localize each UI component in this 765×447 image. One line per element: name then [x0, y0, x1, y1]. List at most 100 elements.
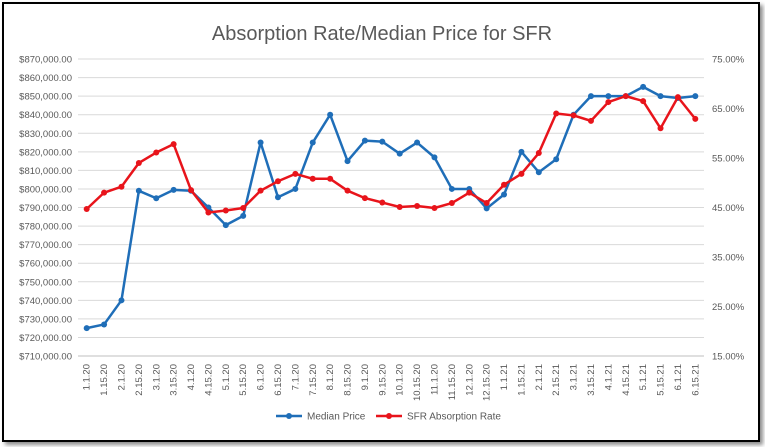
median-price-point: [327, 111, 334, 118]
y-left-tick-label: $870,000.00: [19, 55, 72, 66]
median-price-legend-marker: [286, 413, 292, 419]
sfr-absorption-rate-point: [553, 110, 560, 117]
x-tick-label: 1.1.21: [499, 364, 510, 390]
sfr-absorption-rate-point: [153, 149, 160, 156]
median-price-point: [222, 222, 229, 229]
x-tick-label: 2.15.21: [551, 364, 562, 396]
y-left-tick-label: $800,000.00: [19, 184, 72, 195]
sfr-absorption-rate-point: [292, 170, 299, 177]
y-right-tick-label: 55.00%: [712, 154, 745, 165]
x-tick-label: 2.1.20: [116, 364, 127, 390]
median-price-point: [83, 325, 90, 332]
median-price-point: [101, 321, 108, 328]
sfr-absorption-rate-point: [257, 187, 264, 194]
x-axis: 1.1.20 1.15.20 2.1.20 2.15.20 3.1.20 3.15.20 4…: [78, 355, 704, 401]
sfr-absorption-rate-point: [83, 205, 90, 212]
median-price-point: [640, 83, 647, 90]
x-tick-label: 4.15.20: [203, 364, 214, 396]
x-tick-label: 3.15.21: [586, 364, 597, 396]
median-price-point: [118, 297, 125, 304]
x-tick-label: 2.15.20: [134, 364, 145, 396]
sfr-absorption-rate-line: [85, 94, 697, 214]
median-price-point: [240, 212, 247, 219]
y-left-tick-label: $850,000.00: [19, 92, 72, 103]
x-tick-label: 5.15.20: [238, 364, 249, 396]
y-axis-right: 15.00% 25.00% 35.00% 45.00% 55.00% 65.00% 75.0…: [712, 55, 745, 363]
x-tick-label: 11.15.20: [447, 364, 458, 400]
median-price-point: [344, 158, 351, 165]
median-price-point: [587, 93, 594, 100]
y-right-tick-label: 75.00%: [712, 55, 745, 66]
y-left-tick-label: $820,000.00: [19, 147, 72, 158]
legend: Median Price SFR Absorption Rate: [276, 412, 501, 423]
x-tick-label: 6.15.20: [273, 364, 284, 396]
x-tick-label: 7.1.20: [290, 364, 301, 390]
median-price-point: [153, 195, 160, 202]
x-tick-label: 12.1.20: [464, 364, 475, 396]
chart-title: Absorption Rate/Median Price for SFR: [212, 23, 552, 45]
sfr-absorption-rate-point: [466, 189, 473, 196]
x-tick-label: 4.1.20: [186, 364, 197, 390]
sfr-absorption-rate-point: [570, 112, 577, 119]
sfr-absorption-rate-legend-label: SFR Absorption Rate: [407, 412, 501, 423]
x-tick-label: 5.15.21: [656, 364, 667, 396]
y-left-tick-label: $750,000.00: [19, 277, 72, 288]
median-price-point: [535, 169, 542, 176]
sfr-absorption-rate-point: [188, 187, 195, 194]
sfr-absorption-rate-point: [535, 150, 542, 157]
chart-frame: Absorption Rate/Median Price for SFR $71…: [2, 2, 760, 442]
sfr-absorption-rate-point: [118, 183, 125, 190]
x-tick-label: 3.1.20: [151, 364, 162, 390]
y-right-tick-label: 25.00%: [712, 302, 745, 313]
x-tick-label: 6.1.20: [256, 364, 267, 390]
y-left-tick-label: $740,000.00: [19, 296, 72, 307]
sfr-absorption-rate-point: [274, 178, 281, 185]
median-price-point: [605, 93, 612, 100]
sfr-absorption-rate-point: [344, 187, 351, 194]
median-price-legend-label: Median Price: [307, 412, 366, 423]
y-left-tick-label: $760,000.00: [19, 259, 72, 270]
x-tick-label: 9.15.20: [377, 364, 388, 396]
y-right-tick-label: 45.00%: [712, 203, 745, 214]
median-price-point: [518, 148, 525, 155]
x-tick-label: 9.1.20: [360, 364, 371, 390]
median-price-point: [170, 186, 177, 193]
median-price-point: [309, 139, 316, 146]
median-price-point: [501, 191, 508, 198]
sfr-absorption-rate-point: [622, 93, 629, 100]
median-price-point: [657, 93, 664, 100]
sfr-absorption-rate-point: [431, 204, 438, 211]
sfr-absorption-rate-point: [414, 203, 421, 210]
x-tick-label: 4.1.21: [603, 364, 614, 390]
y-right-tick-label: 65.00%: [712, 104, 745, 115]
x-tick-label: 6.1.21: [673, 364, 684, 390]
sfr-absorption-rate-point: [240, 204, 247, 211]
sfr-absorption-rate-point: [483, 200, 490, 207]
y-left-tick-label: $780,000.00: [19, 222, 72, 233]
sfr-absorption-rate-point: [587, 117, 594, 124]
y-left-tick-label: $710,000.00: [19, 352, 72, 363]
x-tick-label: 1.1.20: [82, 364, 93, 390]
y-left-tick-label: $720,000.00: [19, 333, 72, 344]
x-tick-label: 3.15.20: [169, 364, 180, 396]
sfr-absorption-rate-point: [170, 141, 177, 148]
sfr-absorption-rate-point: [309, 175, 316, 182]
y-axis-left: $710,000.00 $720,000.00 $730,000.00 $740,00…: [19, 55, 72, 363]
chart: Absorption Rate/Median Price for SFR $71…: [19, 23, 745, 423]
series-layer: [83, 83, 699, 332]
median-price-point: [396, 150, 403, 157]
x-tick-label: 4.15.21: [621, 364, 632, 396]
sfr-absorption-rate-point: [692, 115, 699, 122]
sfr-absorption-rate-point: [501, 181, 508, 188]
x-tick-label: 11.1.20: [429, 364, 440, 395]
median-price-point: [692, 93, 699, 100]
median-price-point: [361, 137, 368, 144]
sfr-absorption-rate-point: [327, 175, 334, 182]
y-left-tick-label: $790,000.00: [19, 203, 72, 214]
y-right-tick-label: 35.00%: [712, 253, 745, 264]
median-price-point: [257, 139, 264, 146]
sfr-absorption-rate-point: [674, 94, 681, 101]
x-tick-label: 1.15.20: [99, 364, 110, 396]
sfr-absorption-rate-legend-marker: [386, 413, 392, 419]
median-price-point: [292, 185, 299, 192]
